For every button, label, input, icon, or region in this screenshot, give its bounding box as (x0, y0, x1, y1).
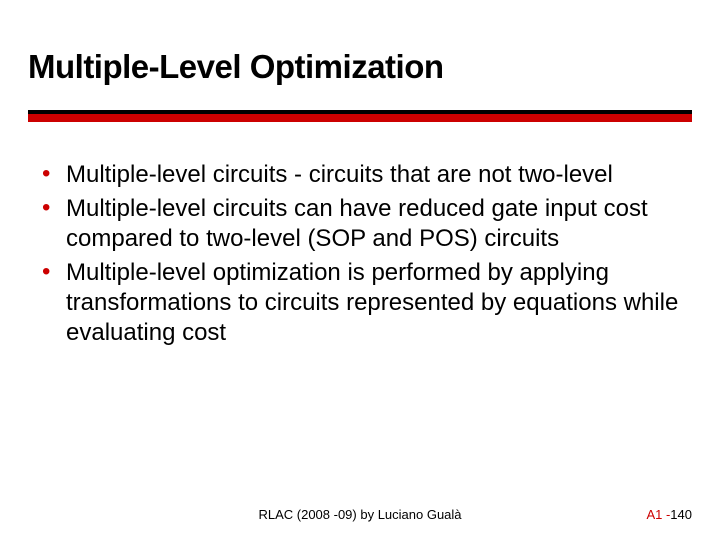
footer-right: A1 -140 (646, 507, 692, 522)
footer-page-number: 140 (670, 507, 692, 522)
bullet-list: Multiple-level circuits - circuits that … (42, 160, 682, 352)
bullet-item: Multiple-level circuits can have reduced… (42, 194, 682, 254)
bullet-item: Multiple-level optimization is performed… (42, 258, 682, 348)
divider (28, 110, 692, 122)
slide-title: Multiple-Level Optimization (28, 48, 444, 86)
divider-red (28, 114, 692, 122)
bullet-item: Multiple-level circuits - circuits that … (42, 160, 682, 190)
footer-center: RLAC (2008 -09) by Luciano Gualà (0, 507, 720, 522)
bullet-text: Multiple-level optimization is performed… (66, 259, 678, 346)
bullet-text: Multiple-level circuits can have reduced… (66, 195, 648, 252)
bullet-text: Multiple-level circuits - circuits that … (66, 161, 613, 188)
footer-prefix: A1 - (646, 507, 670, 522)
slide: Multiple-Level Optimization Multiple-lev… (0, 0, 720, 540)
